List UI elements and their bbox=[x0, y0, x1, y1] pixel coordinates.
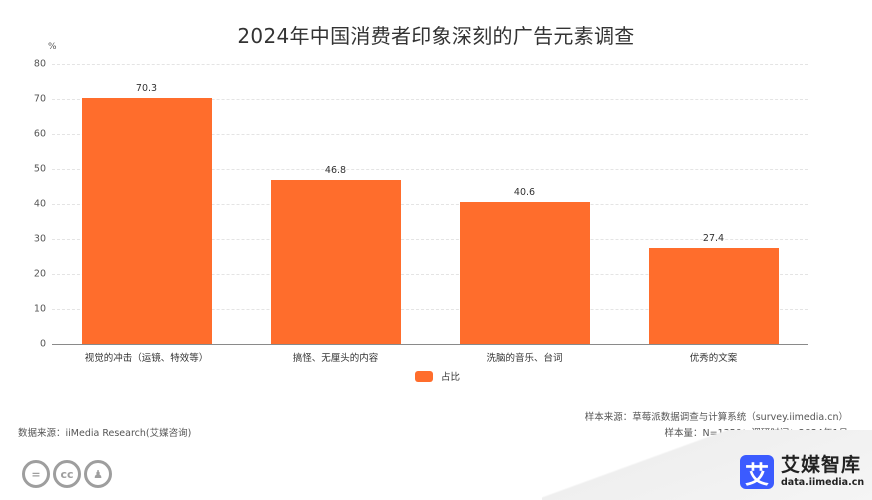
x-category-label: 视觉的冲击（运镜、特效等） bbox=[84, 353, 209, 364]
license-icons: = cc ♟ bbox=[22, 460, 112, 488]
y-axis-unit: % bbox=[48, 42, 57, 52]
x-category-label: 优秀的文案 bbox=[689, 353, 738, 364]
legend-label: 占比 bbox=[441, 372, 461, 383]
cc-icon: cc bbox=[53, 460, 81, 488]
x-category-label: 洗脑的音乐、台词 bbox=[486, 353, 563, 364]
bar[interactable] bbox=[648, 248, 779, 344]
y-tick-label: 80 bbox=[33, 58, 46, 70]
footer-decoration bbox=[542, 430, 872, 500]
bar[interactable] bbox=[459, 201, 590, 344]
y-tick-label: 40 bbox=[33, 198, 46, 210]
y-tick-label: 10 bbox=[33, 303, 46, 315]
bar[interactable] bbox=[81, 97, 212, 344]
brand-logo: 艾 艾媒智库 data.iimedia.cn bbox=[740, 455, 864, 489]
y-tick-label: 30 bbox=[33, 233, 46, 245]
gridline bbox=[52, 274, 808, 275]
legend-swatch bbox=[415, 370, 433, 382]
bar-value-label: 27.4 bbox=[702, 233, 725, 245]
logo-url: data.iimedia.cn bbox=[781, 477, 865, 489]
bar-value-label: 46.8 bbox=[324, 165, 347, 177]
bar-value-label: 70.3 bbox=[135, 82, 158, 94]
y-tick-label: 20 bbox=[33, 268, 46, 280]
bar-value-label: 40.6 bbox=[513, 186, 536, 198]
x-axis-line bbox=[52, 344, 808, 345]
gridline bbox=[52, 169, 808, 170]
logo-name: 艾媒智库 bbox=[781, 454, 862, 477]
chart-title: 2024年中国消费者印象深刻的广告元素调查 bbox=[237, 24, 635, 48]
cc-nd-icon: = bbox=[22, 460, 50, 488]
y-tick-label: 60 bbox=[33, 128, 46, 140]
logo-mark-icon: 艾 bbox=[740, 455, 774, 489]
data-source: 数据来源：iiMedia Research(艾媒咨询) bbox=[18, 428, 192, 439]
y-tick-label: 70 bbox=[33, 93, 46, 105]
gridline bbox=[52, 309, 808, 310]
cc-by-icon: ♟ bbox=[84, 460, 112, 488]
gridline bbox=[52, 134, 808, 135]
sample-source: 样本来源：草莓派数据调查与计算系统（survey.iimedia.cn） bbox=[584, 412, 848, 423]
bar[interactable] bbox=[270, 180, 401, 344]
legend[interactable]: 占比 bbox=[415, 369, 460, 383]
y-tick-label: 0 bbox=[39, 338, 46, 350]
x-category-label: 搞怪、无厘头的内容 bbox=[292, 353, 379, 364]
gridline bbox=[52, 64, 808, 65]
gridline bbox=[52, 99, 808, 100]
gridline bbox=[52, 204, 808, 205]
gridline bbox=[52, 239, 808, 240]
y-tick-label: 50 bbox=[33, 163, 46, 175]
